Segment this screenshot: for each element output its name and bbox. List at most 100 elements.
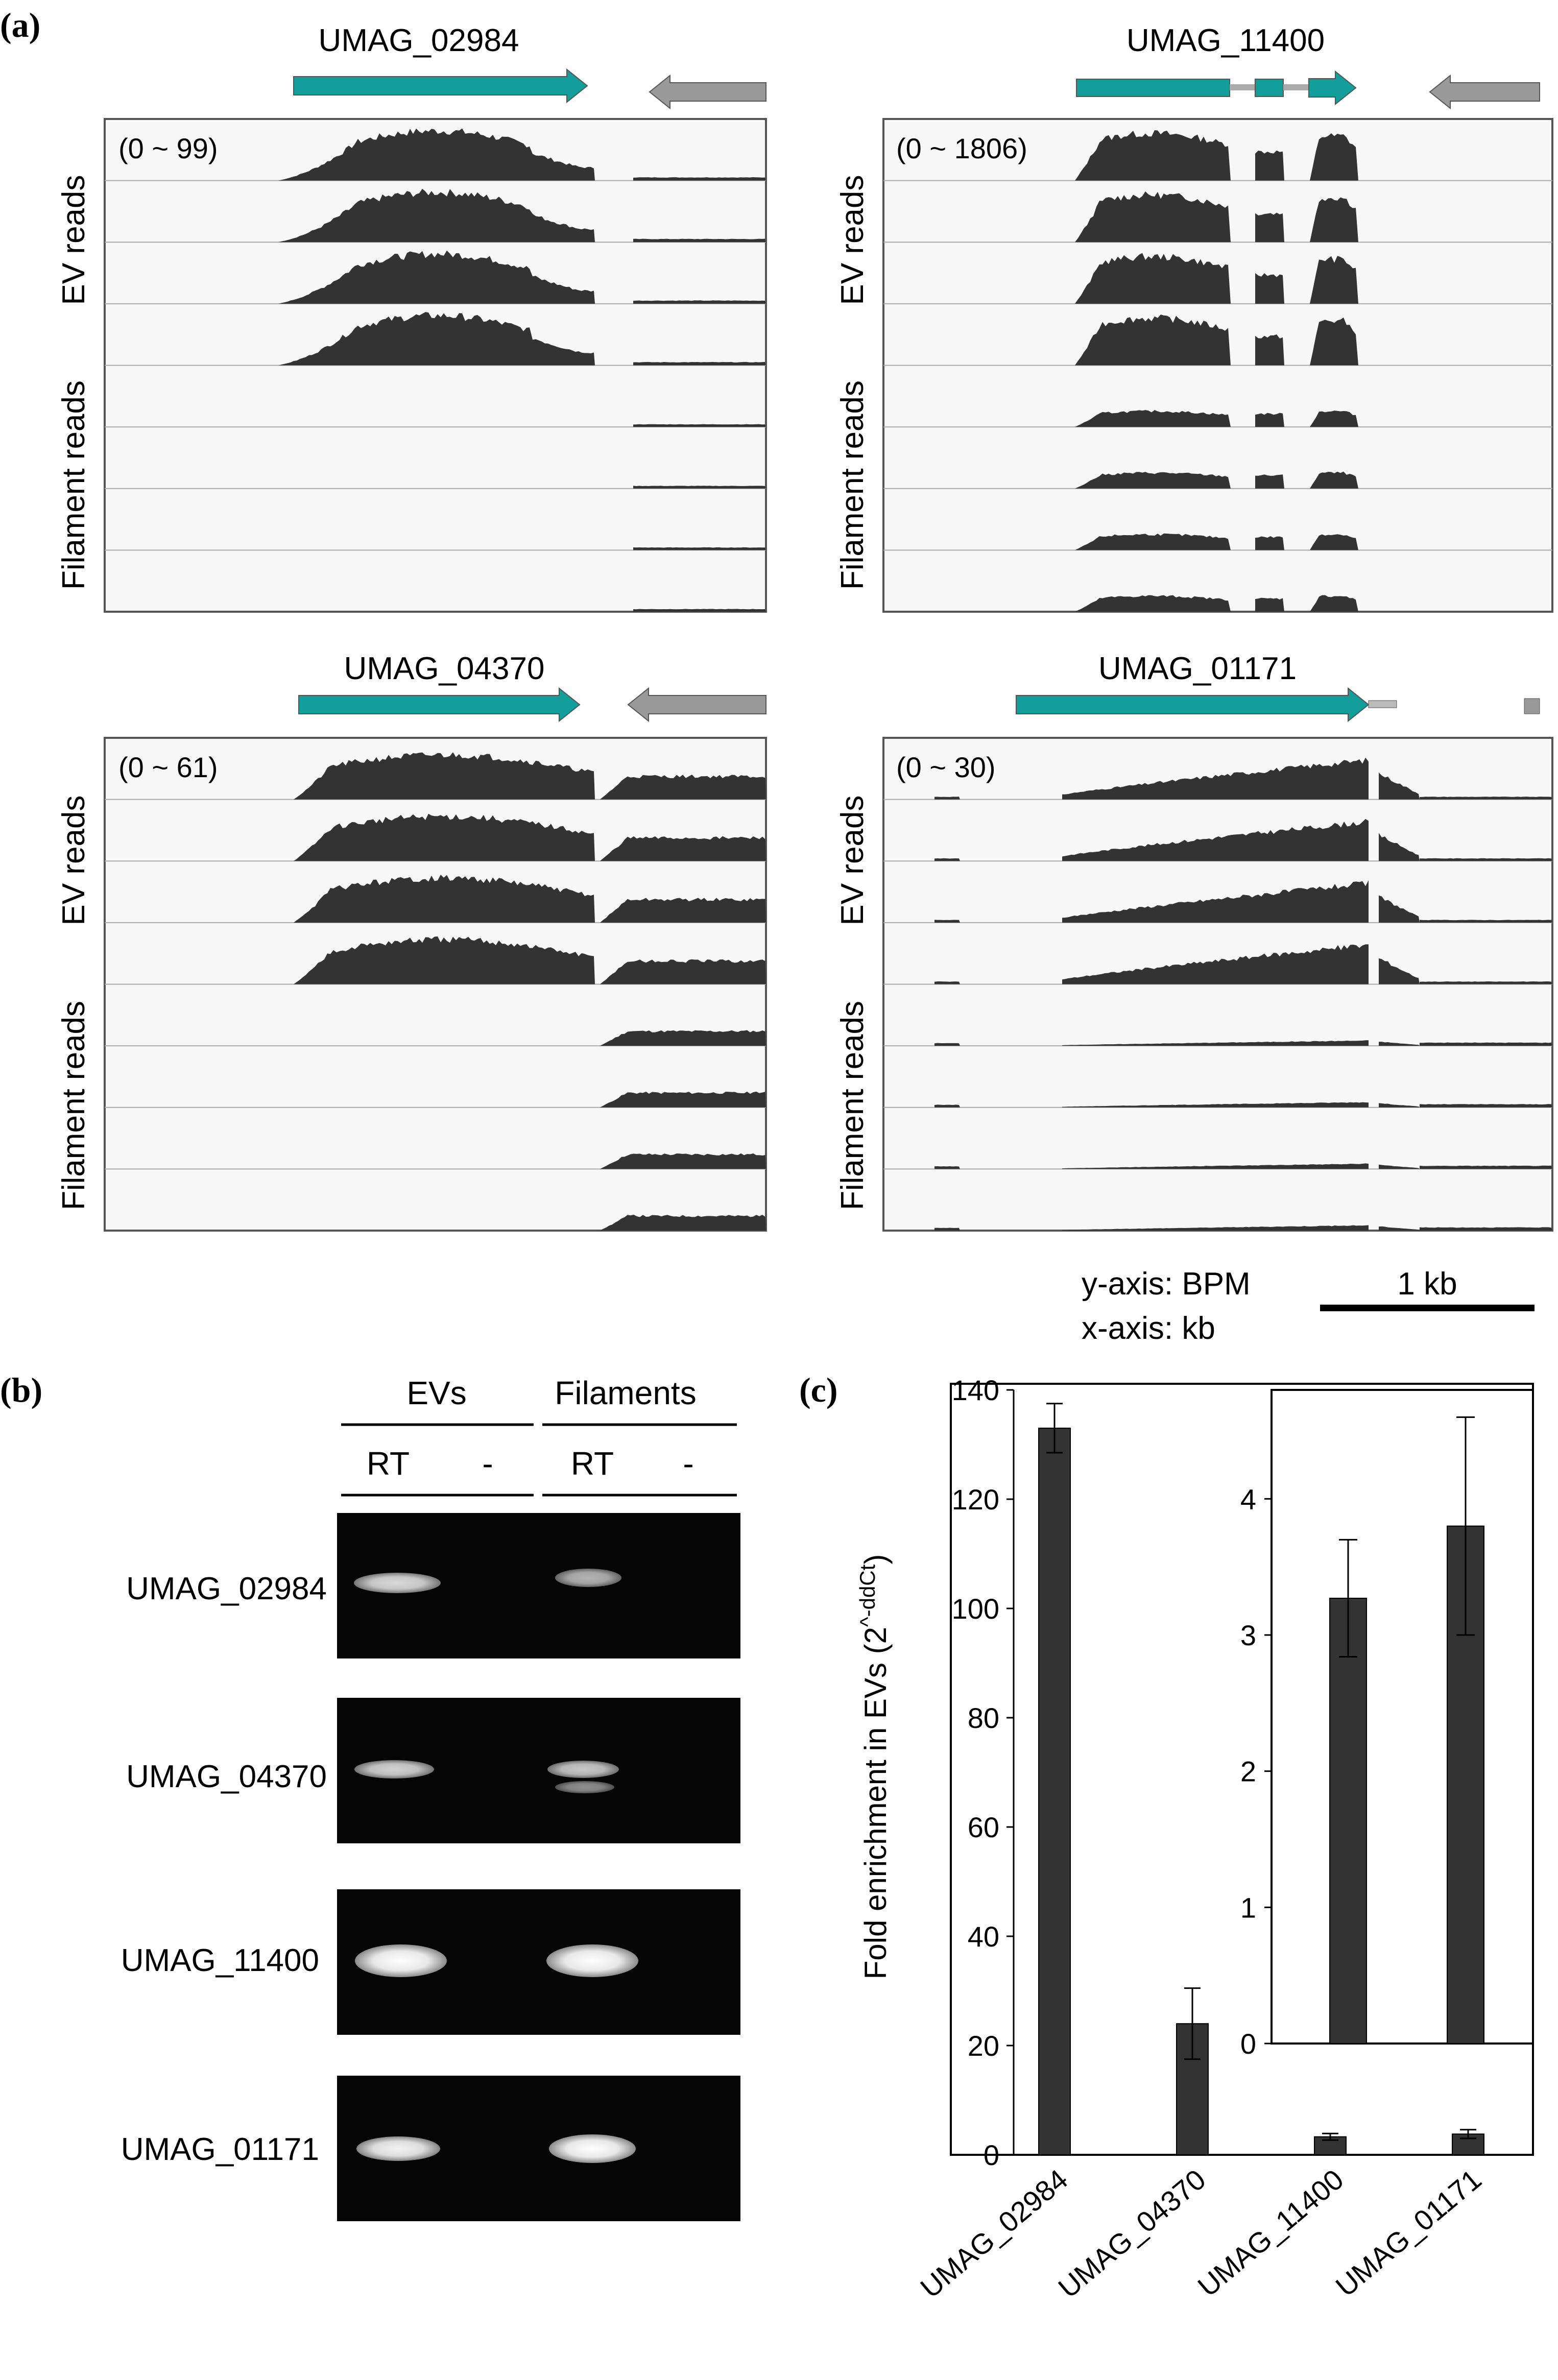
coverage-area — [600, 959, 766, 984]
coverage-area — [1255, 597, 1284, 612]
y-tick-label: 20 — [968, 2030, 999, 2062]
gene-arrow — [298, 687, 581, 723]
coverage-area — [633, 424, 766, 427]
coverage-area — [1075, 315, 1231, 366]
gel-group-evs: EVs — [406, 1375, 466, 1411]
gene-name: UMAG_01171 — [1098, 651, 1297, 686]
gel-band — [555, 1569, 621, 1587]
coverage-track — [934, 757, 1552, 800]
coverage-track — [1075, 471, 1358, 489]
coverage-area — [1310, 534, 1358, 550]
bar — [1038, 1427, 1071, 2155]
coverage-tracks — [105, 128, 766, 612]
coverage-area — [1062, 1040, 1369, 1046]
scale-bar — [1320, 1305, 1535, 1311]
gel-image-umag-02984 — [337, 1513, 740, 1658]
coverage-area — [294, 752, 595, 800]
neighbor-gene-mark — [1524, 698, 1540, 714]
neighbor-gene-arrow — [649, 74, 766, 110]
range-label: (0 ~ 30) — [896, 751, 996, 783]
coverage-area — [633, 362, 766, 366]
neighbor-gene-arrow — [627, 687, 766, 723]
coverage-area — [278, 312, 595, 366]
filament-reads-label: Filament reads — [835, 1001, 870, 1210]
coverage-area — [1379, 1103, 1420, 1108]
ev-reads-label: EV reads — [835, 795, 870, 925]
lane-label-3: RT — [571, 1445, 614, 1482]
coverage-track — [934, 1163, 1552, 1169]
y-tick-label: 0 — [984, 2139, 999, 2171]
inset-y-tick-label: 1 — [1240, 1891, 1256, 1924]
intron — [1283, 84, 1309, 90]
gel-band — [555, 1781, 614, 1793]
gel-band — [356, 2136, 440, 2161]
coverage-area — [1379, 895, 1420, 923]
gel-row-label: UMAG_11400 — [121, 1943, 319, 1978]
intron — [1230, 84, 1255, 90]
coverage-track — [934, 819, 1552, 861]
coverage-area — [1420, 920, 1552, 923]
gel-image-umag-01171 — [337, 2076, 740, 2221]
coverage-track — [1075, 595, 1358, 612]
coverage-track — [1075, 410, 1358, 427]
gel-band — [354, 1760, 434, 1778]
coverage-area — [278, 128, 595, 181]
coverage-area — [1379, 1042, 1420, 1046]
coverage-track — [1075, 533, 1358, 550]
coverage-area — [633, 547, 766, 550]
coverage-area — [1255, 536, 1284, 550]
coverage-area — [934, 1043, 960, 1046]
coverage-tracks — [883, 130, 1552, 612]
coverage-area — [934, 858, 960, 861]
coverage-area — [1075, 410, 1231, 427]
gene-name: UMAG_11400 — [1126, 23, 1325, 58]
gene-name: UMAG_02984 — [319, 23, 519, 58]
coverage-area — [633, 300, 766, 304]
coverage-area — [294, 875, 595, 923]
gene-model — [293, 68, 766, 110]
coverage-track — [633, 486, 766, 489]
gel-band — [354, 1573, 441, 1593]
x-axis-note: x-axis: kb — [1082, 1311, 1215, 1346]
coverage-area — [1379, 773, 1420, 800]
range-label: (0 ~ 99) — [118, 132, 218, 164]
x-tick-label: UMAG_04370 — [1052, 2163, 1211, 2304]
gene-name: UMAG_04370 — [344, 651, 545, 686]
coverage-area — [633, 177, 766, 181]
coverage-area — [1310, 317, 1358, 366]
ev-reads-label: EV reads — [56, 795, 91, 925]
coverage-area — [1310, 411, 1358, 427]
exon — [1255, 79, 1284, 97]
coverage-area — [1062, 757, 1369, 800]
gel-band — [549, 2134, 636, 2163]
coverage-area — [934, 920, 960, 923]
coverage-area — [1379, 958, 1420, 984]
coverage-area — [934, 1104, 960, 1108]
coverage-track — [1075, 130, 1358, 181]
coverage-track — [633, 609, 766, 612]
y-tick-label: 140 — [952, 1374, 999, 1406]
coverage-area — [1255, 150, 1284, 181]
coverage-area — [1062, 944, 1369, 984]
coverage-track — [600, 1091, 766, 1108]
coverage-tracks — [105, 752, 766, 1231]
coverage-area — [1075, 253, 1231, 304]
coverage-area — [1062, 1102, 1369, 1108]
neighbor-gene-arrow — [1429, 74, 1540, 110]
coverage-area — [600, 1214, 766, 1231]
ev-reads-label: EV reads — [835, 175, 870, 305]
track-umag-02984: UMAG_02984 (0 ~ 99) EV reads Filament re… — [56, 23, 767, 613]
inset-y-tick-label: 0 — [1240, 2028, 1256, 2060]
gel-group-filaments: Filaments — [555, 1375, 696, 1411]
coverage-area — [278, 250, 595, 304]
gel-panel: EVs Filaments RT - RT - UMAG_02984 UMAG_… — [121, 1375, 740, 2221]
coverage-area — [1062, 1163, 1369, 1169]
lane-label-4: - — [683, 1445, 693, 1482]
x-tick-label: UMAG_01171 — [1330, 2163, 1488, 2303]
coverage-area — [1075, 595, 1231, 612]
coverage-tracks — [883, 757, 1552, 1231]
coverage-area — [1255, 334, 1284, 366]
coverage-area — [1075, 130, 1231, 181]
filament-reads-label: Filament reads — [56, 380, 91, 590]
